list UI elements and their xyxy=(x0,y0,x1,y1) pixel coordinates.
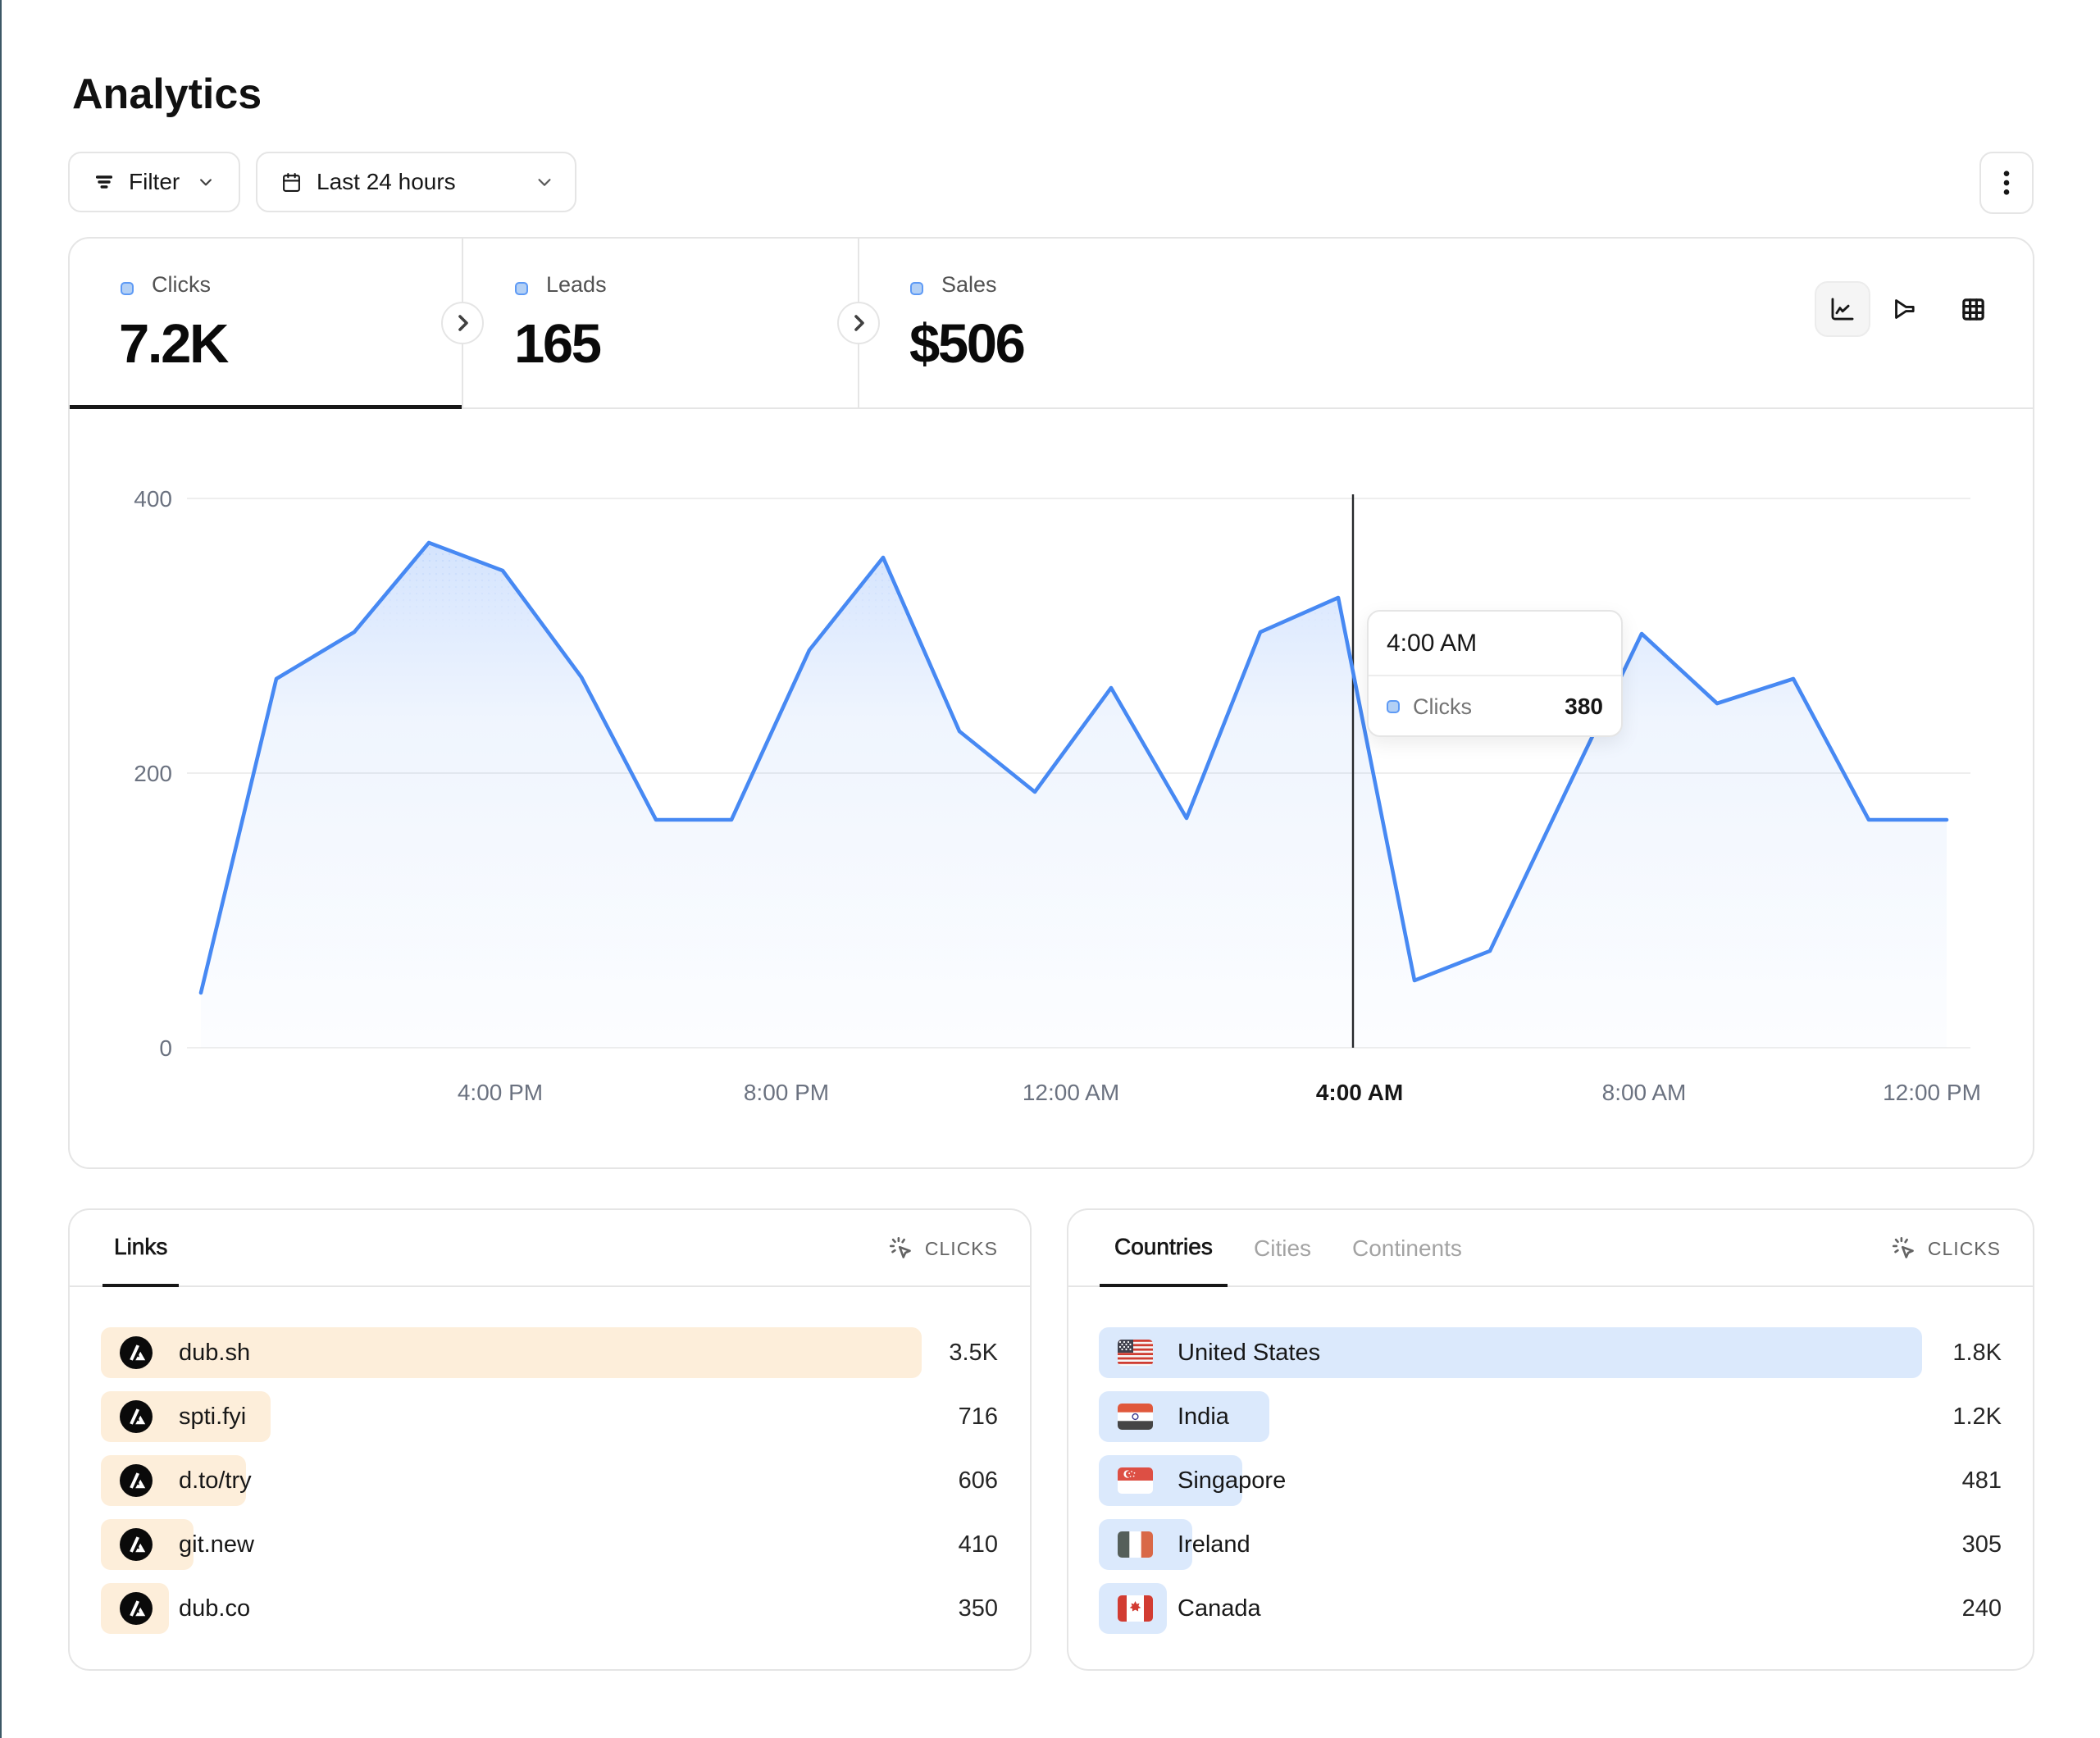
svg-text:4:00 PM: 4:00 PM xyxy=(458,1080,543,1105)
svg-text:4:00 AM: 4:00 AM xyxy=(1316,1080,1403,1105)
svg-text:200: 200 xyxy=(134,761,172,786)
svg-text:0: 0 xyxy=(159,1035,172,1061)
svg-text:12:00 PM: 12:00 PM xyxy=(1883,1080,1981,1105)
svg-text:400: 400 xyxy=(134,486,172,512)
svg-text:8:00 PM: 8:00 PM xyxy=(744,1080,829,1105)
svg-text:8:00 AM: 8:00 AM xyxy=(1602,1080,1687,1105)
svg-text:12:00 AM: 12:00 AM xyxy=(1023,1080,1119,1105)
